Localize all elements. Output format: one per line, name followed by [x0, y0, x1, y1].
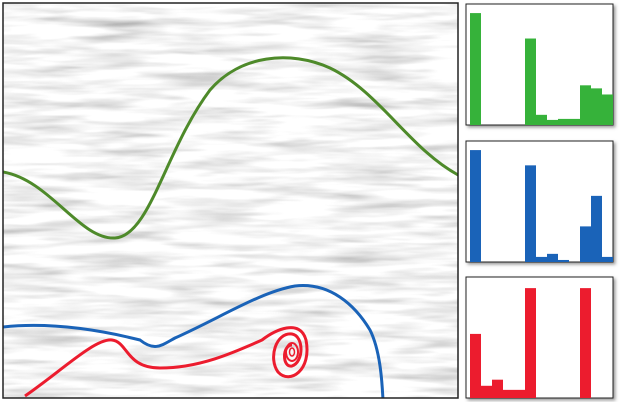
bar [591, 196, 602, 262]
bar [536, 115, 547, 125]
lic-texture [3, 3, 458, 398]
bar [525, 165, 536, 262]
bar [470, 13, 481, 125]
bar [591, 88, 602, 125]
bar [569, 119, 580, 125]
bar [525, 39, 536, 125]
bar [602, 94, 613, 125]
bar [492, 380, 503, 398]
bar [558, 119, 569, 125]
bar [470, 150, 481, 262]
flow-field [3, 3, 460, 400]
bar [470, 334, 481, 398]
bar [481, 386, 492, 398]
bar [580, 85, 591, 125]
bar [547, 120, 558, 125]
bar [602, 257, 613, 262]
bar [580, 226, 591, 262]
bar [525, 288, 536, 398]
bar [514, 390, 525, 398]
bar [536, 257, 547, 262]
bar [558, 260, 569, 262]
figure [0, 0, 641, 402]
bar [580, 288, 591, 398]
bar [547, 254, 558, 262]
bar [503, 390, 514, 398]
